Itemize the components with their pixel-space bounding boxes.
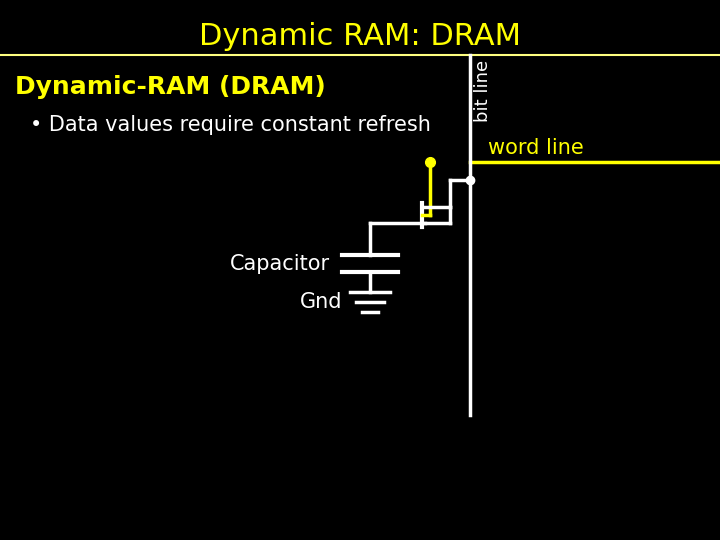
Text: • Data values require constant refresh: • Data values require constant refresh [30, 115, 431, 135]
Text: word line: word line [488, 138, 584, 158]
Text: Dynamic RAM: DRAM: Dynamic RAM: DRAM [199, 22, 521, 51]
Text: Gnd: Gnd [300, 292, 342, 312]
Text: bit line: bit line [474, 60, 492, 122]
Text: Capacitor: Capacitor [230, 253, 330, 273]
Text: Dynamic-RAM (DRAM): Dynamic-RAM (DRAM) [15, 75, 325, 99]
